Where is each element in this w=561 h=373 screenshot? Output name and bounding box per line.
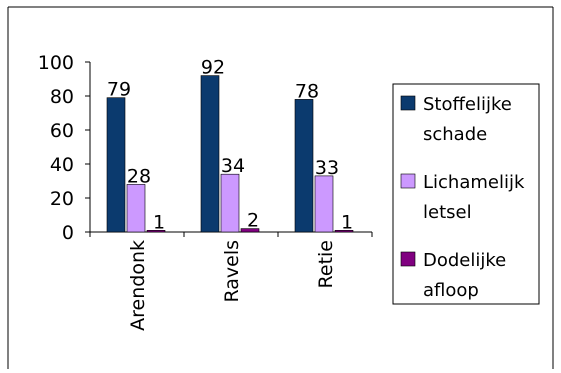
legend-label-2: Dodelijke <box>423 250 506 271</box>
bar-0-0 <box>106 97 126 233</box>
x-category-label: Arendonk <box>127 240 149 331</box>
x-category-label: Ravels <box>221 240 243 303</box>
bar-1-1 <box>220 173 240 233</box>
bar-0-1 <box>200 75 220 233</box>
bar-1-0 <box>126 184 146 233</box>
y-tick-label: 0 <box>62 222 74 244</box>
bar-2-0 <box>146 230 166 233</box>
bar-1-2 <box>314 175 334 233</box>
data-label: 34 <box>221 155 245 177</box>
legend-swatch-0 <box>400 95 416 111</box>
data-label: 92 <box>201 57 225 79</box>
data-label: 78 <box>295 80 319 102</box>
legend-label-0: Stoffelijke <box>423 94 512 115</box>
data-label: 28 <box>127 165 151 187</box>
legend-box <box>392 83 540 305</box>
bar-2-1 <box>240 228 260 233</box>
legend-label-0: schade <box>423 124 487 145</box>
data-label: 1 <box>153 211 165 233</box>
data-label: 1 <box>341 211 353 233</box>
legend-label-2: afloop <box>423 280 479 301</box>
legend-swatch-2 <box>400 251 416 267</box>
bar-0-2 <box>294 99 314 233</box>
data-label: 2 <box>247 210 259 232</box>
y-tick-label: 60 <box>50 120 74 142</box>
x-category-label: Retie <box>315 240 337 288</box>
y-tick-label: 80 <box>50 86 74 108</box>
data-label: 79 <box>107 79 131 101</box>
y-tick-label: 20 <box>50 188 74 210</box>
data-label: 33 <box>315 157 339 179</box>
bar-2-2 <box>334 230 354 233</box>
legend-swatch-1 <box>400 173 416 189</box>
y-tick-label: 40 <box>50 154 74 176</box>
legend-label-1: letsel <box>423 202 472 223</box>
y-tick-label: 100 <box>38 52 74 74</box>
legend-label-1: Lichamelijk <box>423 172 525 193</box>
